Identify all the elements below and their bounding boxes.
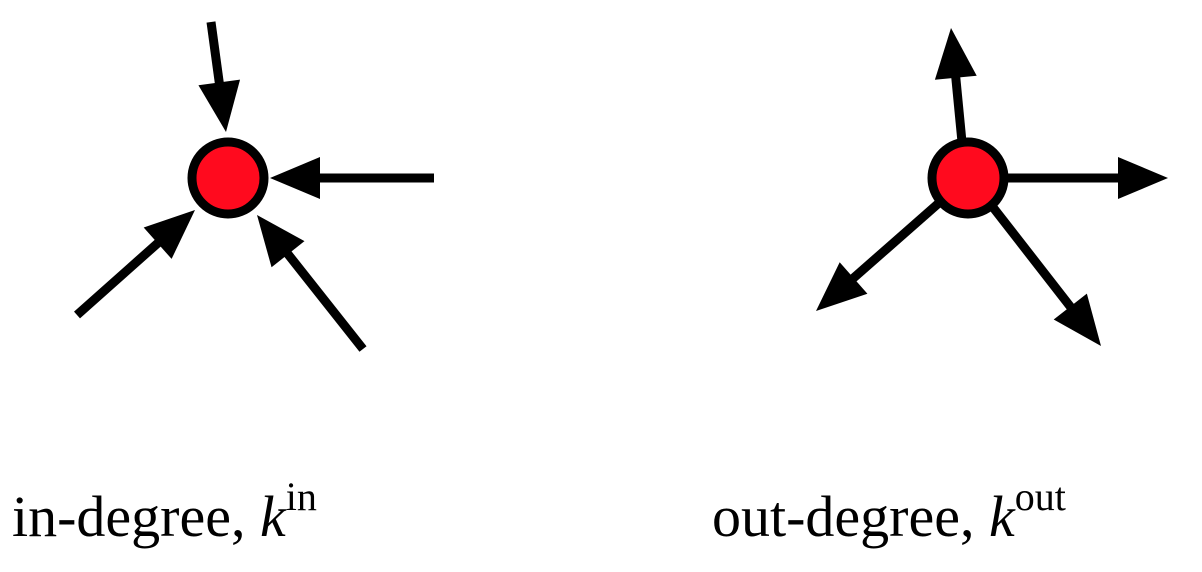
in-arrow-top-head bbox=[198, 79, 241, 132]
out-degree-caption-variable: k bbox=[989, 484, 1016, 549]
out-arrow-right-head bbox=[1118, 157, 1168, 199]
in-degree-caption-superscript: in bbox=[286, 474, 317, 519]
in-arrow-lower-left-shaft bbox=[74, 237, 164, 319]
in-degree-node bbox=[187, 137, 269, 219]
out-arrow-top-shaft bbox=[950, 73, 967, 143]
out-arrow-right bbox=[1002, 157, 1168, 199]
in-arrow-lower-right-shaft bbox=[282, 248, 367, 352]
out-arrow-lower-left bbox=[816, 198, 943, 311]
out-arrow-top bbox=[934, 28, 977, 143]
in-degree-caption-variable: k bbox=[260, 484, 287, 549]
out-arrow-lower-right bbox=[988, 203, 1101, 346]
in-arrow-top-shaft bbox=[206, 21, 225, 88]
in-arrow-lower-right-head bbox=[257, 215, 305, 268]
in-arrow-lower-left-head bbox=[143, 210, 195, 259]
in-degree-arrows bbox=[74, 21, 434, 352]
out-arrow-lower-right-head bbox=[1053, 293, 1101, 346]
out-arrow-top-head bbox=[934, 28, 977, 80]
out-degree-caption-superscript: out bbox=[1015, 474, 1066, 519]
in-arrow-lower-right bbox=[257, 215, 367, 352]
in-arrow-lower-left bbox=[74, 210, 195, 319]
in-arrow-right-head bbox=[270, 157, 320, 199]
out-degree-caption-text: out-degree, bbox=[712, 484, 989, 549]
out-degree-node bbox=[927, 137, 1009, 219]
out-degree-caption: out-degree, kout bbox=[712, 474, 1066, 549]
in-arrow-top bbox=[198, 21, 241, 132]
in-degree-caption: in-degree, kin bbox=[12, 474, 317, 549]
in-arrow-right bbox=[270, 157, 434, 199]
out-arrow-lower-left-head bbox=[816, 262, 868, 311]
out-arrow-lower-left-shaft bbox=[847, 198, 943, 285]
out-arrow-lower-right-shaft bbox=[988, 203, 1077, 313]
in-degree-caption-text: in-degree, bbox=[12, 484, 260, 549]
out-degree-arrows bbox=[816, 28, 1168, 346]
